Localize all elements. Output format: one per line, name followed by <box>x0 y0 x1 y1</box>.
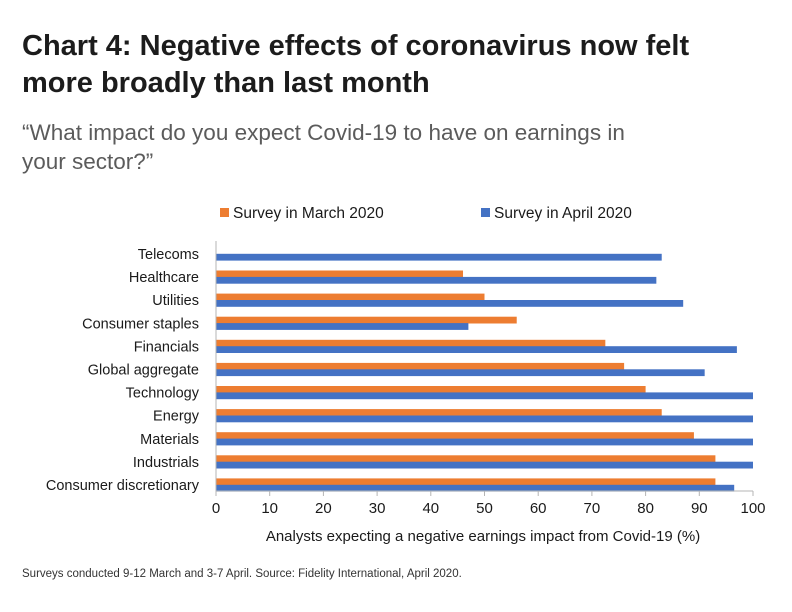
bar-1-7 <box>216 415 753 423</box>
chart-title-line-2: more broadly than last month <box>22 67 430 99</box>
x-tick-label-5: 50 <box>476 500 493 517</box>
x-tick-label-1: 10 <box>261 500 278 517</box>
legend-swatch-0 <box>220 208 229 217</box>
bar-0-3 <box>216 316 517 324</box>
x-tick-label-2: 20 <box>315 500 332 517</box>
x-tick-label-4: 40 <box>422 500 439 517</box>
chart-subtitle-line-2: your sector?” <box>22 149 154 174</box>
bar-0-2 <box>216 293 485 301</box>
bar-1-1 <box>216 276 657 284</box>
chart-subtitle-line-1: “What impact do you expect Covid-19 to h… <box>22 120 625 145</box>
category-label-1: Healthcare <box>129 270 199 286</box>
chart-title: Chart 4: Negative effects of coronavirus… <box>22 28 782 102</box>
x-tick-label-3: 30 <box>369 500 386 517</box>
category-labels: Telecoms Healthcare Utilities Consumer stap… <box>46 247 200 494</box>
x-tick-label-6: 60 <box>530 500 547 517</box>
bar-1-8 <box>216 438 753 446</box>
bar-1-2 <box>216 300 684 307</box>
x-axis-label: Analysts expecting a negative earnings i… <box>266 528 700 545</box>
category-label-2: Utilities <box>152 293 199 309</box>
legend-label-1: Survey in April 2020 <box>494 205 632 222</box>
bar-1-3 <box>216 323 469 330</box>
x-tick-label-8: 80 <box>637 500 654 517</box>
category-label-9: Industrials <box>133 455 199 471</box>
category-label-6: Technology <box>126 386 200 402</box>
legend-label-0: Survey in March 2020 <box>233 205 384 222</box>
bar-1-4 <box>216 346 737 353</box>
category-label-7: Energy <box>153 409 200 425</box>
category-label-8: Materials <box>140 432 199 448</box>
x-tick-label-7: 70 <box>584 500 601 517</box>
bar-0-5 <box>216 362 625 370</box>
bar-1-9 <box>216 461 753 469</box>
bar-1-10 <box>216 484 735 492</box>
x-tick-label-0: 0 <box>212 500 220 517</box>
bar-0-6 <box>216 386 646 393</box>
category-label-10: Consumer discretionary <box>46 478 200 494</box>
chart-subtitle: “What impact do you expect Covid-19 to h… <box>22 118 782 176</box>
category-label-0: Telecoms <box>138 247 199 263</box>
footnote: Surveys conducted 9-12 March and 3-7 Apr… <box>22 568 462 580</box>
bar-0-1 <box>216 270 464 278</box>
bar-1-0 <box>216 253 662 261</box>
bar-0-7 <box>216 409 662 416</box>
legend: Survey in March 2020 Survey in April 2020 <box>220 205 632 222</box>
category-label-5: Global aggregate <box>88 363 199 379</box>
x-axis: 0 10 20 30 40 50 60 70 80 90 100 <box>212 241 766 517</box>
category-label-3: Consumer staples <box>82 316 199 332</box>
bar-1-5 <box>216 369 705 377</box>
bar-1-6 <box>216 392 753 400</box>
legend-swatch-1 <box>481 208 490 217</box>
bar-0-4 <box>216 339 606 347</box>
category-label-4: Financials <box>134 339 199 355</box>
chart-title-line-1: Chart 4: Negative effects of coronavirus… <box>22 30 690 62</box>
bar-0-10 <box>216 478 716 486</box>
bars <box>216 253 753 492</box>
x-tick-label-9: 90 <box>691 500 708 517</box>
bar-0-9 <box>216 455 716 463</box>
x-tick-label-10: 100 <box>740 500 765 517</box>
bar-0-8 <box>216 432 694 439</box>
